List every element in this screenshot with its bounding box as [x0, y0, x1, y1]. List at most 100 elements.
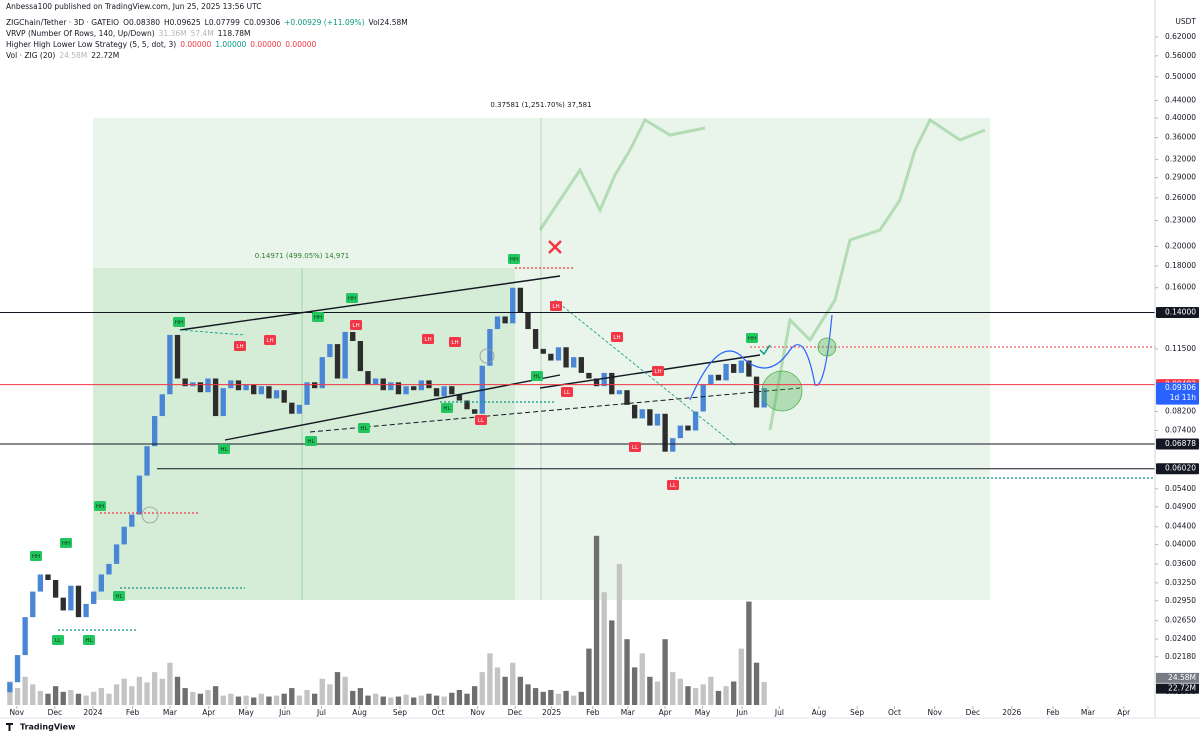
candle [258, 386, 264, 395]
volume-bar [182, 688, 188, 705]
x-tick-label: 2026 [1002, 708, 1021, 717]
candle [578, 357, 584, 373]
price-tag [1156, 306, 1199, 318]
candle [365, 371, 371, 385]
candle [647, 409, 653, 426]
indicator-legend: VRVP (Number Of Rows, 140, Up/Down) 31.3… [6, 29, 251, 38]
swing-marker-label: LH [654, 369, 661, 375]
swing-marker [113, 591, 125, 601]
volume-bar [372, 693, 379, 705]
x-tick-label: Apr [1117, 708, 1131, 717]
volume-bar [319, 678, 325, 705]
swing-marker-label: HH [96, 504, 104, 510]
y-tick-label: 0.56000 [1165, 51, 1196, 60]
x-tick-label: 2024 [83, 708, 102, 717]
swing-marker-label: LL [632, 445, 639, 451]
zone-circle [817, 337, 837, 357]
candle [601, 372, 607, 387]
candle [548, 353, 554, 361]
cross-icon [548, 240, 562, 254]
volume-bar [624, 639, 630, 705]
price-tag-label: 0.06020 [1165, 464, 1196, 473]
volume-bar [692, 688, 699, 705]
projection-ghost [768, 117, 986, 431]
level-line [179, 329, 246, 336]
swing-marker-label: HH [62, 541, 70, 547]
candle [563, 347, 569, 368]
candle [403, 386, 409, 395]
y-tick-label: 0.05400 [1165, 484, 1196, 493]
candle [540, 348, 546, 354]
swing-marker-label: HL [443, 406, 451, 412]
x-tick-label: Mar [1081, 708, 1096, 717]
x-tick-label: May [238, 708, 254, 717]
candle [144, 446, 150, 476]
x-tick-label: Aug [352, 708, 367, 717]
check-icon [759, 344, 771, 356]
byline-text: Anbessa100 published on TradingView.com,… [6, 2, 262, 11]
x-tick-label: 2025 [542, 708, 561, 717]
volume-bar [129, 686, 135, 705]
swing-marker [667, 480, 679, 490]
volume-bar [631, 667, 638, 705]
candle [91, 591, 97, 604]
candle [525, 312, 531, 330]
volume-bar [75, 693, 82, 705]
candle [411, 386, 417, 391]
candle [7, 682, 13, 693]
swing-marker [550, 301, 562, 311]
volume-bar [68, 689, 74, 705]
volume-bar [738, 648, 744, 705]
volume-bar [555, 693, 562, 705]
x-tick-label: Dec [508, 708, 523, 717]
candle [151, 416, 158, 447]
x-tick-label: May [695, 708, 711, 717]
ohlc: C0.09306 [243, 18, 281, 27]
swing-marker [264, 335, 276, 345]
volume-bar [243, 695, 249, 705]
x-tick-label: Mar [163, 708, 178, 717]
candle [494, 316, 501, 330]
candle [296, 404, 303, 414]
drawings-back: 0.14971 (499.05%) 14,971 0.37581 (1,251.… [93, 101, 990, 600]
swing-marker-label: HH [32, 554, 40, 560]
volume-bar [685, 686, 691, 705]
candle [289, 402, 295, 414]
volume-bar [159, 678, 165, 705]
candle [83, 603, 89, 618]
volume-bar [144, 682, 150, 705]
swing-marker [30, 551, 42, 561]
price-tag-label: 0.14000 [1165, 307, 1196, 316]
candle [388, 382, 394, 391]
volume-bar [761, 681, 767, 705]
candle [654, 413, 661, 426]
volume-bar [311, 693, 318, 705]
volume-tag-label: 22.72M [1168, 684, 1196, 693]
trend-line [539, 354, 761, 389]
indicator-name: Vol · ZIG (20) [6, 51, 56, 60]
volume-bar [753, 662, 760, 705]
candle [609, 372, 615, 395]
volume-bar [357, 688, 364, 705]
volume-bar [647, 676, 653, 705]
volume-bar [235, 696, 242, 705]
x-tick-label: Jun [735, 708, 748, 717]
volume-bar [106, 693, 112, 705]
volume-bar [578, 691, 584, 705]
swing-marker-label: LH [552, 304, 559, 310]
candle [350, 331, 356, 341]
price-tag-label: 0.06878 [1165, 439, 1196, 448]
volume-value: Vol24.58M [368, 18, 408, 27]
candle [121, 526, 127, 545]
candle [327, 344, 333, 358]
volume-bar [174, 676, 181, 705]
candle [738, 360, 744, 373]
y-tick-label: 0.20000 [1165, 241, 1196, 250]
ohlc: O0.08380 [123, 18, 160, 27]
candle [205, 378, 211, 393]
volume-bar [433, 695, 440, 705]
y-tick-label: 0.44000 [1165, 95, 1196, 104]
candle [395, 382, 402, 395]
